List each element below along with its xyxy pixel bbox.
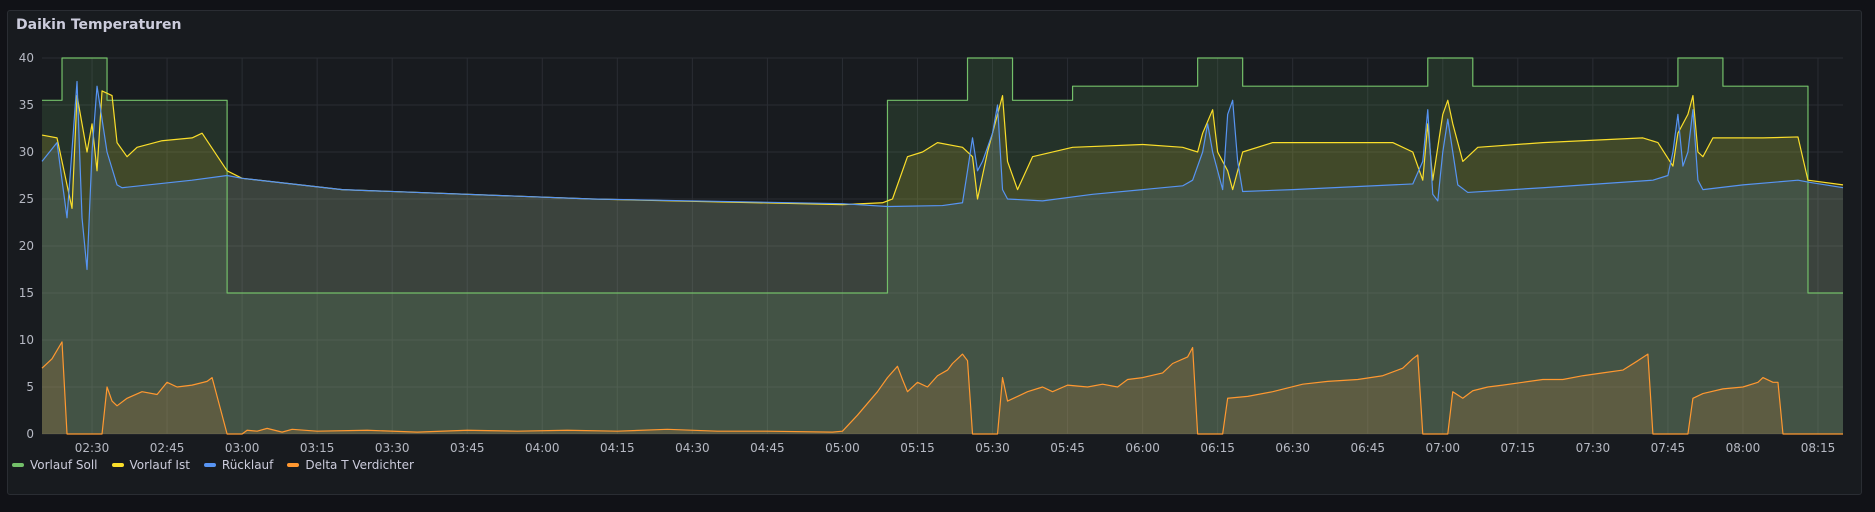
x-tick-label: 06:15 [1200,441,1235,455]
series-line-r-cklauf [41,80,1844,271]
x-tick-label: 03:15 [300,441,335,455]
legend-label: Vorlauf Soll [30,458,98,472]
legend-label: Rücklauf [221,458,274,472]
x-tick-label: 06:30 [1275,441,1310,455]
series-line-vorlauf-ist [41,90,1844,209]
y-tick-label: 15 [19,286,34,300]
y-tick-label: 35 [19,98,34,112]
series-area-vorlauf-ist [42,90,1843,435]
x-tick-label: 05:30 [975,441,1010,455]
x-tick-label: 04:30 [675,441,710,455]
x-tick-label: 08:15 [1801,441,1836,455]
y-tick-label: 30 [19,145,34,159]
y-tick-label: 0 [26,427,34,441]
legend-swatch [203,463,216,467]
legend-item[interactable]: Delta T Verdichter [287,458,414,472]
legend-item[interactable]: Rücklauf [203,458,274,472]
x-tick-label: 07:45 [1651,441,1686,455]
series-area-r-cklauf [42,81,1843,434]
y-tick-label: 25 [19,192,34,206]
panel-title: Daikin Temperaturen [16,17,182,33]
series-line-delta-t-verdichter [41,341,1843,435]
legend-item[interactable]: Vorlauf Soll [12,458,98,472]
x-tick-label: 04:45 [750,441,785,455]
y-tick-label: 20 [19,239,34,253]
x-tick-label: 07:30 [1576,441,1611,455]
x-tick-label: 07:00 [1425,441,1460,455]
legend-label: Delta T Verdichter [305,458,414,472]
x-tick-label: 05:45 [1050,441,1085,455]
series-area-vorlauf-soll [42,58,1843,434]
legend-swatch [111,463,124,467]
x-tick-label: 03:00 [225,441,260,455]
x-tick-label: 03:30 [375,441,410,455]
x-tick-label: 08:00 [1726,441,1761,455]
y-tick-label: 40 [19,51,34,65]
series-line-vorlauf-soll [42,57,1843,294]
y-tick-label: 5 [26,380,34,394]
x-tick-label: 07:15 [1501,441,1536,455]
x-tick-label: 04:15 [600,441,635,455]
x-tick-label: 06:00 [1125,441,1160,455]
chart-panel: Daikin Temperaturen [7,10,1862,495]
x-tick-label: 02:45 [150,441,185,455]
x-tick-label: 06:45 [1350,441,1385,455]
legend-swatch [12,463,24,467]
y-tick-label: 10 [19,333,34,347]
series-area-delta-t-verdichter [42,341,1843,434]
legend-swatch [287,463,300,467]
chart-legend: Vorlauf Soll Vorlauf Ist Rücklauf Delta T V… [12,458,414,472]
legend-label: Vorlauf Ist [129,458,190,472]
x-tick-label: 05:00 [825,441,860,455]
x-tick-label: 04:00 [525,441,560,455]
x-tick-label: 05:15 [900,441,935,455]
legend-item[interactable]: Vorlauf Ist [111,458,190,472]
x-tick-label: 03:45 [450,441,485,455]
x-tick-label: 02:30 [75,441,110,455]
